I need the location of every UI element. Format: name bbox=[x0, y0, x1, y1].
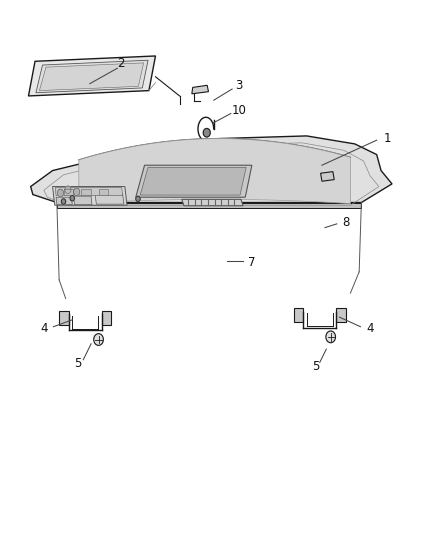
Polygon shape bbox=[321, 172, 334, 181]
Text: 10: 10 bbox=[231, 104, 246, 117]
Text: 4: 4 bbox=[366, 322, 374, 335]
Polygon shape bbox=[99, 189, 108, 195]
Polygon shape bbox=[336, 308, 346, 322]
Polygon shape bbox=[36, 60, 148, 93]
Text: 7: 7 bbox=[248, 256, 256, 269]
Text: 3: 3 bbox=[235, 79, 242, 92]
Polygon shape bbox=[64, 189, 73, 195]
Text: 8: 8 bbox=[343, 216, 350, 229]
Text: 5: 5 bbox=[312, 360, 319, 373]
Polygon shape bbox=[140, 167, 246, 195]
Circle shape bbox=[65, 186, 71, 193]
Text: 1: 1 bbox=[384, 132, 392, 145]
Polygon shape bbox=[57, 203, 361, 208]
Polygon shape bbox=[39, 63, 144, 91]
Circle shape bbox=[57, 189, 64, 197]
Polygon shape bbox=[53, 187, 127, 205]
Polygon shape bbox=[95, 194, 124, 204]
Circle shape bbox=[61, 199, 66, 204]
Polygon shape bbox=[293, 308, 303, 322]
Text: 4: 4 bbox=[40, 322, 48, 335]
Circle shape bbox=[203, 128, 210, 137]
Polygon shape bbox=[74, 196, 92, 205]
Polygon shape bbox=[79, 139, 350, 204]
Circle shape bbox=[74, 188, 80, 196]
Polygon shape bbox=[28, 56, 155, 96]
Polygon shape bbox=[192, 85, 208, 94]
Polygon shape bbox=[81, 189, 91, 195]
Polygon shape bbox=[56, 197, 72, 205]
Text: 5: 5 bbox=[74, 357, 81, 370]
Polygon shape bbox=[31, 136, 392, 203]
Polygon shape bbox=[136, 165, 252, 197]
Circle shape bbox=[326, 331, 336, 343]
Circle shape bbox=[94, 334, 103, 345]
Text: 2: 2 bbox=[117, 58, 124, 70]
Polygon shape bbox=[182, 199, 243, 206]
Polygon shape bbox=[55, 188, 123, 196]
Circle shape bbox=[70, 196, 74, 201]
Polygon shape bbox=[102, 311, 111, 325]
Polygon shape bbox=[59, 311, 69, 325]
Circle shape bbox=[136, 196, 140, 201]
